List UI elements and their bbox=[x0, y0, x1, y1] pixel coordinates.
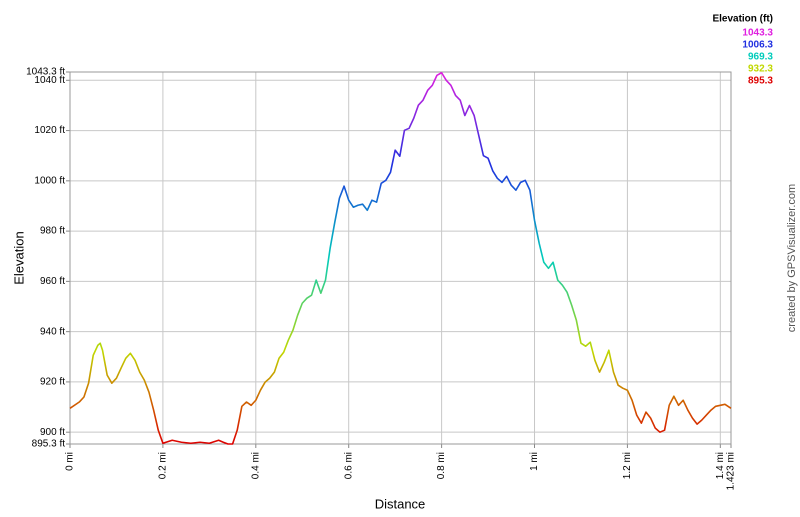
x-tick-label: 1.423 mi bbox=[726, 452, 737, 490]
x-tick-label: 0.4 mi bbox=[250, 452, 261, 479]
x-tick-label: 0 mi bbox=[65, 452, 76, 471]
x-axis-label: Distance bbox=[375, 496, 426, 511]
x-tick-label: 1.4 mi bbox=[715, 452, 726, 479]
legend-value: 895.3 bbox=[748, 76, 773, 87]
y-tick-label: 1040 ft bbox=[34, 75, 65, 86]
legend-value: 932.3 bbox=[748, 64, 773, 75]
y-tick-label: 920 ft bbox=[40, 377, 65, 388]
x-tick-label: 1 mi bbox=[529, 452, 540, 471]
plot-frame bbox=[69, 71, 732, 445]
y-tick-label: 1000 ft bbox=[34, 175, 65, 186]
y-tick-label: 960 ft bbox=[40, 276, 65, 287]
y-tick-label: 895.3 ft bbox=[32, 439, 66, 450]
y-tick-label: 980 ft bbox=[40, 226, 65, 237]
y-tick-label: 900 ft bbox=[40, 427, 65, 438]
credit: created by GPSVisualizer.com bbox=[786, 184, 798, 332]
legend-value: 1043.3 bbox=[742, 28, 773, 39]
y-tick-label: 940 ft bbox=[40, 326, 65, 337]
x-tick-label: 0.6 mi bbox=[343, 452, 354, 479]
elevation-line bbox=[69, 71, 732, 445]
y-tick-label: 1020 ft bbox=[34, 125, 65, 136]
legend-value: 969.3 bbox=[748, 52, 773, 63]
y-tick-label: 1043.3 ft bbox=[26, 67, 65, 78]
y-axis-label: Elevation bbox=[11, 231, 26, 284]
x-tick-label: 0.2 mi bbox=[158, 452, 169, 479]
x-tick-label: 1.2 mi bbox=[622, 452, 633, 479]
legend-title: Elevation (ft) bbox=[712, 14, 773, 25]
x-tick-label: 0.8 mi bbox=[436, 452, 447, 479]
legend-value: 1006.3 bbox=[742, 40, 773, 51]
